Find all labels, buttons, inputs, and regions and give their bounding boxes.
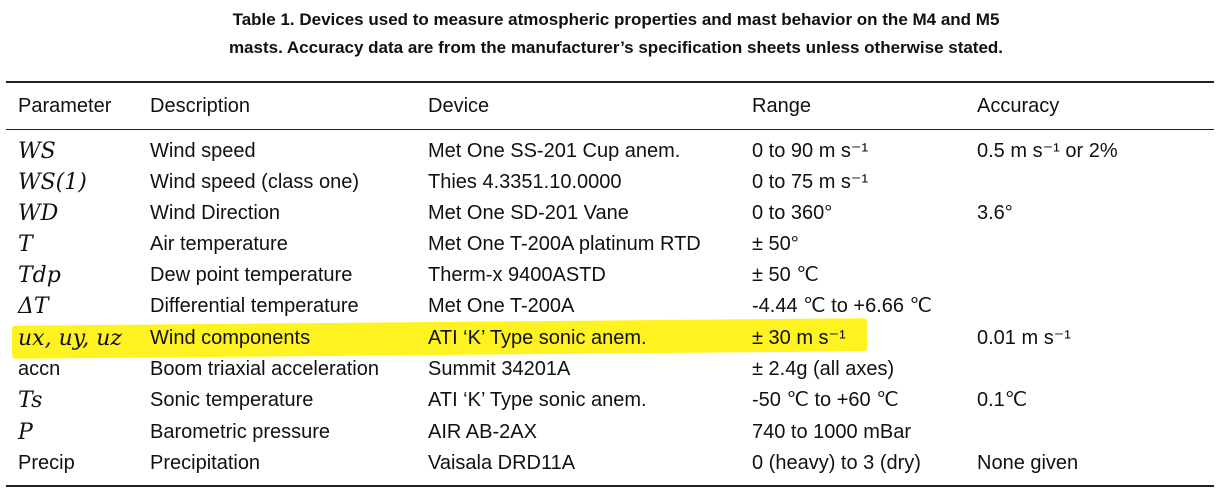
header-rule <box>6 129 1214 130</box>
cell-range: 0 to 360° <box>752 202 833 224</box>
cell-device: Therm-x 9400ASTD <box>428 264 606 286</box>
cell-description: Boom triaxial acceleration <box>150 358 379 380</box>
cell-accuracy: 3.6° <box>977 202 1013 224</box>
cell-parameter: ux, uy, uz <box>18 326 122 351</box>
cell-device: Thies 4.3351.10.0000 <box>428 171 622 193</box>
cell-description: Precipitation <box>150 452 261 474</box>
cell-accuracy: 0.01 m s⁻¹ <box>977 327 1071 349</box>
cell-parameter: accn <box>18 358 61 380</box>
cell-device: ATI ‘K’ Type sonic anem. <box>428 327 647 349</box>
table-row-highlighted: ux, uy, uz Wind components ATI ‘K’ Type … <box>0 323 1232 354</box>
cell-accuracy: 0.5 m s⁻¹ or 2% <box>977 140 1118 162</box>
cell-range: -4.44 ℃ to +6.66 ℃ <box>752 295 933 317</box>
cell-accuracy: None given <box>977 452 1079 474</box>
cell-device: Met One T-200A <box>428 295 575 317</box>
cell-range: -50 ℃ to +60 ℃ <box>752 389 899 411</box>
cell-description: Wind Direction <box>150 202 281 224</box>
cell-device: Met One SD-201 Vane <box>428 202 629 224</box>
cell-parameter: WD <box>18 201 59 226</box>
cell-device: Summit 34201A <box>428 358 571 380</box>
table-row: accn Boom triaxial acceleration Summit 3… <box>0 354 1232 385</box>
table-row: ΔT Differential temperature Met One T-20… <box>0 291 1232 322</box>
header-parameter: Parameter <box>18 95 112 117</box>
cell-device: Met One SS-201 Cup anem. <box>428 140 681 162</box>
cell-range: 0 to 90 m s⁻¹ <box>752 140 869 162</box>
table-row: Tdp Dew point temperature Therm-x 9400AS… <box>0 260 1232 291</box>
cell-range: ± 2.4g (all axes) <box>752 358 895 380</box>
cell-description: Air temperature <box>150 233 288 255</box>
cell-accuracy: 0.1℃ <box>977 389 1028 411</box>
top-rule <box>6 81 1214 83</box>
cell-parameter: WS(1) <box>18 170 87 195</box>
cell-range: ± 50 ℃ <box>752 264 819 286</box>
table-caption: Table 1. Devices used to measure atmosph… <box>0 6 1232 62</box>
table-row: WD Wind Direction Met One SD-201 Vane 0 … <box>0 198 1232 229</box>
cell-range: 0 to 75 m s⁻¹ <box>752 171 869 193</box>
header-accuracy: Accuracy <box>977 95 1060 117</box>
caption-line-1: Table 1. Devices used to measure atmosph… <box>232 10 1000 29</box>
header-device: Device <box>428 95 490 117</box>
cell-device: AIR AB-2AX <box>428 421 537 443</box>
cell-description: Sonic temperature <box>150 389 314 411</box>
bottom-rule <box>6 485 1214 487</box>
cell-range: 740 to 1000 mBar <box>752 421 911 443</box>
table-row: WS Wind speed Met One SS-201 Cup anem. 0… <box>0 136 1232 167</box>
table-row: Precip Precipitation Vaisala DRD11A 0 (h… <box>0 448 1232 479</box>
cell-parameter: Tdp <box>18 263 61 288</box>
cell-description: Barometric pressure <box>150 421 331 443</box>
cell-range: 0 (heavy) to 3 (dry) <box>752 452 921 474</box>
caption-line-2: masts. Accuracy data are from the manufa… <box>228 38 1004 57</box>
table-header-row: Parameter Description Device Range Accur… <box>0 91 1232 122</box>
cell-parameter: Precip <box>18 452 75 474</box>
cell-description: Wind components <box>150 327 311 349</box>
cell-parameter: T <box>18 232 33 257</box>
cell-device: ATI ‘K’ Type sonic anem. <box>428 389 647 411</box>
cell-range: ± 30 m s⁻¹ <box>752 327 846 349</box>
cell-device: Vaisala DRD11A <box>428 452 576 474</box>
cell-range: ± 50° <box>752 233 799 255</box>
cell-device: Met One T-200A platinum RTD <box>428 233 701 255</box>
cell-parameter: WS <box>18 139 56 164</box>
header-description: Description <box>150 95 251 117</box>
table-row: WS(1) Wind speed (class one) Thies 4.335… <box>0 167 1232 198</box>
cell-parameter: P <box>18 420 33 445</box>
table-row: P Barometric pressure AIR AB-2AX 740 to … <box>0 417 1232 448</box>
table-row: Ts Sonic temperature ATI ‘K’ Type sonic … <box>0 385 1232 416</box>
cell-description: Wind speed <box>150 140 256 162</box>
cell-description: Wind speed (class one) <box>150 171 359 193</box>
table-row: T Air temperature Met One T-200A platinu… <box>0 229 1232 260</box>
cell-parameter: ΔT <box>18 294 49 319</box>
cell-description: Differential temperature <box>150 295 359 317</box>
cell-description: Dew point temperature <box>150 264 353 286</box>
cell-parameter: Ts <box>18 388 43 413</box>
header-range: Range <box>752 95 811 117</box>
